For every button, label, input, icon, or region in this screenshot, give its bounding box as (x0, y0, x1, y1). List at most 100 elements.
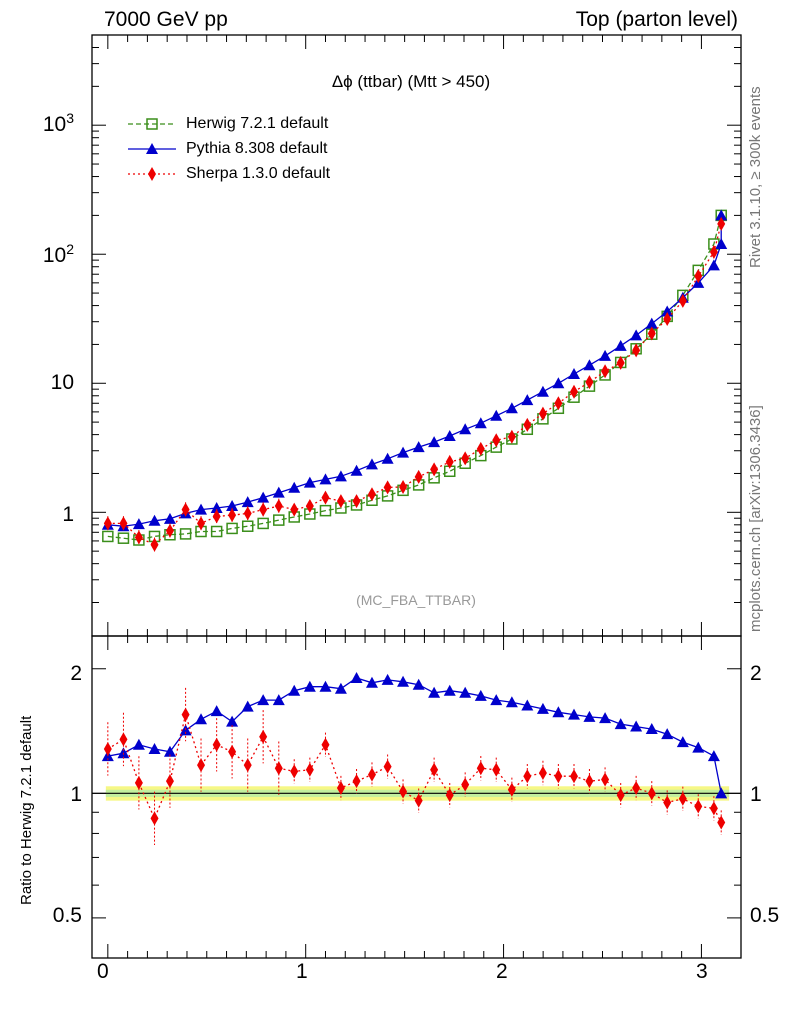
pythia-series-point (614, 339, 627, 351)
sherpa-series-point (632, 343, 641, 358)
pythia-series-point (303, 476, 316, 488)
sherpa-ratio-point (305, 762, 314, 777)
pythia-series-point (148, 514, 161, 526)
pythia-ratio-point (272, 694, 285, 706)
sherpa-series-point (197, 516, 206, 531)
pythia-series-point (319, 473, 332, 485)
sherpa-series-point (507, 429, 516, 444)
pythia-series-point (195, 503, 208, 515)
sherpa-series-point (476, 441, 485, 456)
sherpa-series-point (694, 269, 703, 284)
sherpa-series-point (445, 454, 454, 469)
sherpa-ratio-point (103, 741, 112, 756)
sherpa-series-point (709, 245, 718, 260)
sherpa-series-point (305, 498, 314, 513)
pythia-ratio-point (599, 712, 612, 724)
pythia-ratio-point (490, 694, 503, 706)
pythia-series-point (412, 441, 425, 453)
pythia-series-point (715, 238, 728, 250)
pythia-ratio-point (692, 741, 705, 753)
pythia-series-point (505, 402, 518, 414)
pythia-ratio-point (583, 710, 596, 722)
pythia-ratio-point (365, 676, 378, 688)
pythia-series-point (428, 436, 441, 448)
sherpa-ratio-point (274, 761, 283, 776)
pythia-ratio-point (412, 678, 425, 690)
ratio-plot-series (101, 671, 728, 846)
pythia-series-point (334, 470, 347, 482)
pythia-series-point (474, 417, 487, 429)
sherpa-series-point (243, 506, 252, 521)
sherpa-series-point (663, 311, 672, 326)
ratio-y-tick-left-0.5: 0.5 (52, 904, 82, 927)
pythia-series-point (132, 518, 145, 530)
sherpa-series-point (492, 433, 501, 448)
sherpa-ratio-point (647, 786, 656, 801)
sherpa-ratio-point (445, 788, 454, 803)
pythia-ratio-point (334, 682, 347, 694)
sherpa-ratio-point (523, 769, 532, 784)
sherpa-ratio-point (336, 781, 345, 796)
y-tick-label-100: 102 (42, 241, 74, 267)
pythia-ratio-point (521, 699, 534, 711)
ratio-y-axis-label: Ratio to Herwig 7.2.1 default (18, 715, 35, 905)
sherpa-ratio-point (430, 762, 439, 777)
pythia-ratio-point (459, 686, 472, 698)
pythia-ratio-point (163, 745, 176, 757)
pythia-ratio-point (226, 715, 239, 727)
pythia-series-point (226, 499, 239, 511)
x-tick-label-2: 2 (496, 960, 508, 983)
sherpa-ratio-point (461, 777, 470, 792)
herwig-series-point (241, 520, 254, 532)
herwig-series-point (210, 525, 223, 538)
pythia-ratio-point (428, 686, 441, 698)
herwig-series-line (107, 215, 722, 541)
x-tick-label-0: 0 (97, 960, 109, 983)
pythia-ratio-point (645, 723, 658, 735)
sherpa-ratio-point (228, 744, 237, 759)
sherpa-ratio-point (399, 784, 408, 799)
legend-entry-pythia: Pythia 8.308 default (186, 140, 328, 157)
sherpa-ratio-point (367, 767, 376, 782)
legend-marker-2 (148, 167, 156, 181)
herwig-series-point (226, 522, 238, 535)
sherpa-series-point (554, 396, 563, 411)
sherpa-series-point (165, 523, 174, 538)
herwig-series-point (273, 514, 285, 526)
pythia-series-point (521, 394, 534, 406)
pythia-series-point (241, 496, 254, 508)
legend-marker-0 (146, 118, 158, 130)
pythia-series-point (443, 430, 456, 442)
sherpa-series-point (538, 406, 547, 421)
sherpa-series-point (430, 462, 439, 477)
herwig-series-point (117, 532, 130, 544)
sherpa-ratio-point (476, 761, 485, 776)
pythia-ratio-point (241, 700, 254, 712)
herwig-series-point (102, 530, 114, 543)
pythia-ratio-line (107, 677, 722, 794)
sherpa-ratio-point (554, 769, 563, 784)
pythia-series-point (459, 423, 472, 435)
pythia-series-point (630, 329, 643, 341)
pythia-series-point (715, 209, 728, 221)
ratio-plot-frame (91, 635, 742, 959)
sherpa-ratio-point (212, 737, 221, 752)
herwig-series-point (319, 504, 332, 517)
pythia-ratio-point (676, 736, 689, 748)
sherpa-ratio-point (616, 788, 625, 803)
legend-marker-1 (146, 143, 158, 154)
sherpa-ratio-point (507, 782, 516, 797)
pythia-series-point (272, 486, 285, 498)
sherpa-ratio-point (165, 774, 174, 789)
sherpa-series-point (181, 502, 190, 517)
sherpa-ratio-point (259, 729, 268, 744)
pythia-ratio-point (715, 787, 728, 799)
sherpa-ratio-point (709, 801, 718, 816)
sherpa-series-point (274, 498, 283, 513)
pythia-series-point (599, 349, 612, 361)
herwig-series-point (179, 528, 192, 540)
pythia-ratio-point (350, 671, 363, 683)
pythia-series-point (490, 409, 503, 421)
sherpa-ratio-point (119, 732, 128, 747)
pythia-series-point (397, 446, 410, 458)
